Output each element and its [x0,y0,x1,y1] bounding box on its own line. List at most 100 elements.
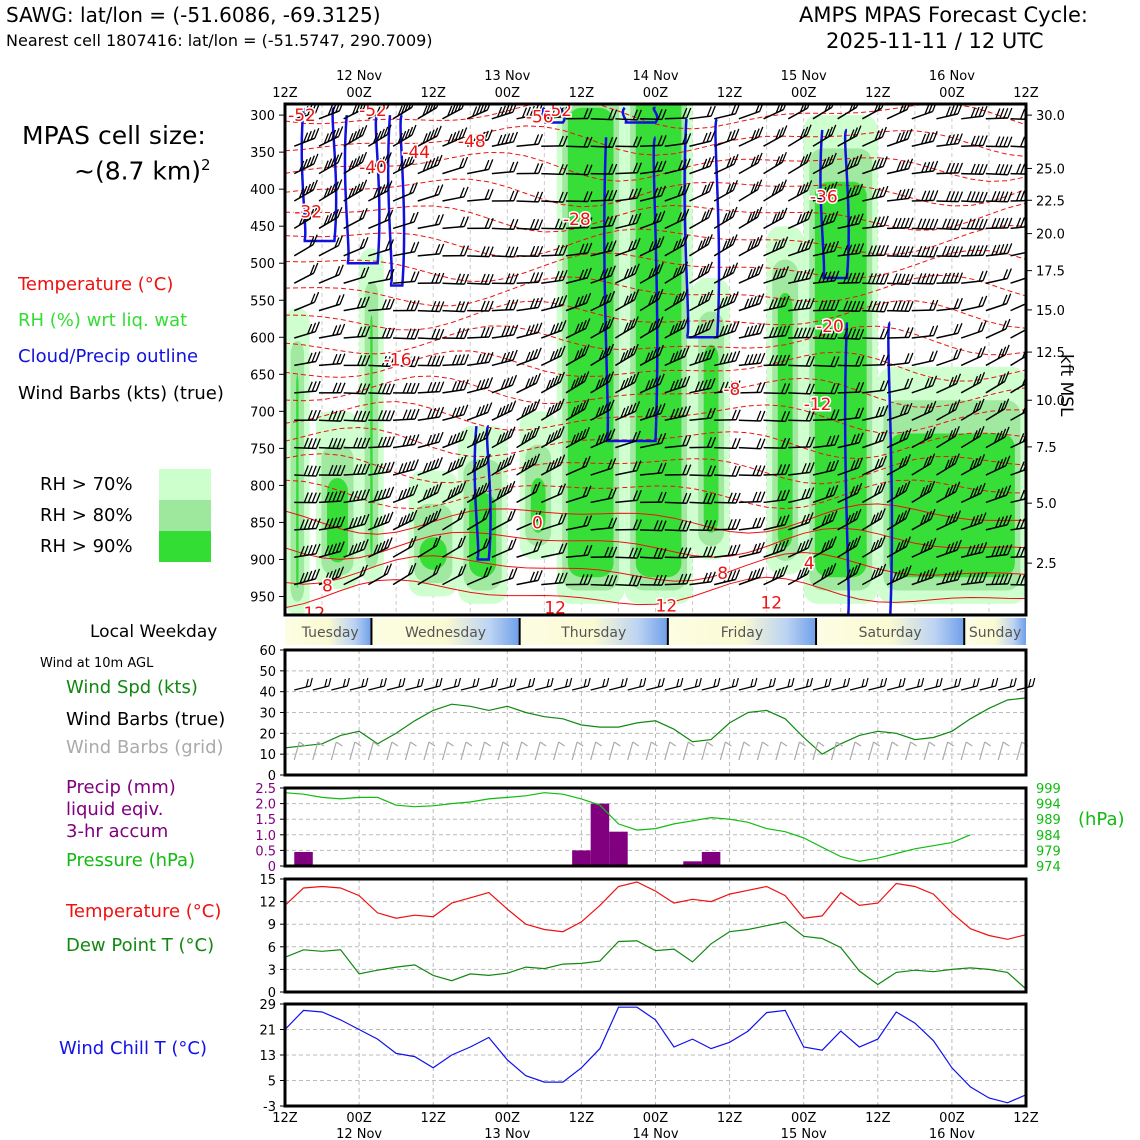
wind-barb [911,400,937,421]
wind-barb [540,454,566,476]
legend-rh: RH (%) wrt liq. wat [18,310,188,331]
wind-barb-true [664,677,684,691]
wind-barb [886,508,911,531]
y-tick-label: 10 [259,748,276,763]
wind-barb [713,234,738,257]
pressure-tick-label: 994 [1036,798,1061,813]
precip-label-2: liquid eqiv. [66,799,164,820]
legend-temperature: Temperature (°C) [18,274,174,295]
wind-barb [565,242,593,257]
wind-barb [466,480,491,504]
top-time-tick: 00Z [791,86,817,101]
wind-barb [293,179,318,202]
wind-barb [689,436,717,449]
temp-contour-label: -28 [563,210,591,230]
wind-barb [763,464,791,476]
wind-barb [368,511,394,531]
wind-barb [763,514,790,531]
station-line: SAWG: lat/lon = (-51.6086, -69.3125) [6,3,381,27]
alt-tick-label: 5.0 [1036,497,1057,512]
wind-barb [367,563,393,586]
wind-barb [540,483,567,504]
wind-barb [565,455,591,476]
wind-barb [368,209,394,230]
wind-barb [763,325,791,339]
wind-barb-true [701,677,721,691]
wind-barb [491,374,518,394]
y-tick-label: -3 [263,1100,276,1115]
wind-barb [787,104,810,120]
bottom-time-tick: 12Z [1013,1111,1039,1126]
wind-barb [812,327,840,340]
wind-barb [862,185,889,202]
wind-barb [392,104,414,120]
wind-barb-grid [682,741,695,761]
wind-barb [985,293,1012,312]
wind-barb [664,208,690,230]
wind-barb [689,289,714,312]
temperature-line [284,881,1027,940]
wind-barb [812,356,840,368]
wind-barb [294,380,321,394]
wind-barb [738,235,763,257]
wind-barb [516,481,541,504]
wind-barb [887,300,914,313]
wind-barb-true [534,677,554,691]
wind-barb [541,218,568,230]
wind-barb [664,346,690,367]
wind-barb [886,565,912,586]
weekday-label: Sunday [969,625,1021,641]
wind-barb-grid [404,741,417,761]
wind-barb [664,317,689,339]
wind-barb [417,381,445,394]
wind-barb [467,326,494,339]
wind-barb [886,536,911,558]
wind-barb [393,300,420,312]
wind-barb [1010,328,1026,339]
wind-barb [738,491,766,504]
wind-barb [640,547,667,560]
temp-contour-label: -52 [359,101,387,121]
wind-barb [837,535,862,558]
wind-barb [936,191,964,203]
wind-barb-true [609,677,628,691]
wind-barb-grid [553,741,565,761]
pressure-label: Pressure (hPa) [66,850,196,871]
wind-barb [417,508,442,531]
bottom-time-tick: 12Z [569,1111,595,1126]
wind-barb [960,454,985,476]
wind-speed-line [284,697,1027,755]
wind-barb [343,355,371,367]
pressure-tick-label: 750 [250,442,275,457]
wind-barb [787,209,813,230]
temp-contour-label: 8 [717,564,728,584]
wind-barb [689,207,714,230]
temperature-panel: 0 3 6 9 12 15 [259,873,1028,1001]
wind-barb [615,212,642,230]
wind-barb [911,375,938,394]
cross-section-panel: -52 -52 -56-52-48-44-40-32 -28-36-16-20-8-1… [250,101,1065,617]
wind-barb [590,215,618,230]
wind-barb [615,401,641,421]
wind-barb [763,489,790,504]
wind-barb [763,265,790,284]
wind-barb [812,536,837,558]
wind-barb [615,238,641,257]
wind-barb-true [979,677,999,691]
wind-barb [442,535,466,558]
wind-barb-grid [460,741,473,761]
wind-barb [936,510,962,531]
bottom-time-tick: 00Z [939,1111,965,1126]
wind-barb [467,352,494,367]
wind-barb [516,347,542,367]
wind-barb [763,295,790,312]
wind-barb [318,541,345,558]
wind-barb [294,492,321,504]
wind-barb [615,372,640,394]
y-tick-label: 13 [259,1049,276,1064]
pressure-tick-label: 550 [250,294,275,309]
wind-barb [936,297,963,312]
precip-bar [590,803,610,866]
wind-barb [491,453,516,476]
wind-barb [689,571,716,586]
